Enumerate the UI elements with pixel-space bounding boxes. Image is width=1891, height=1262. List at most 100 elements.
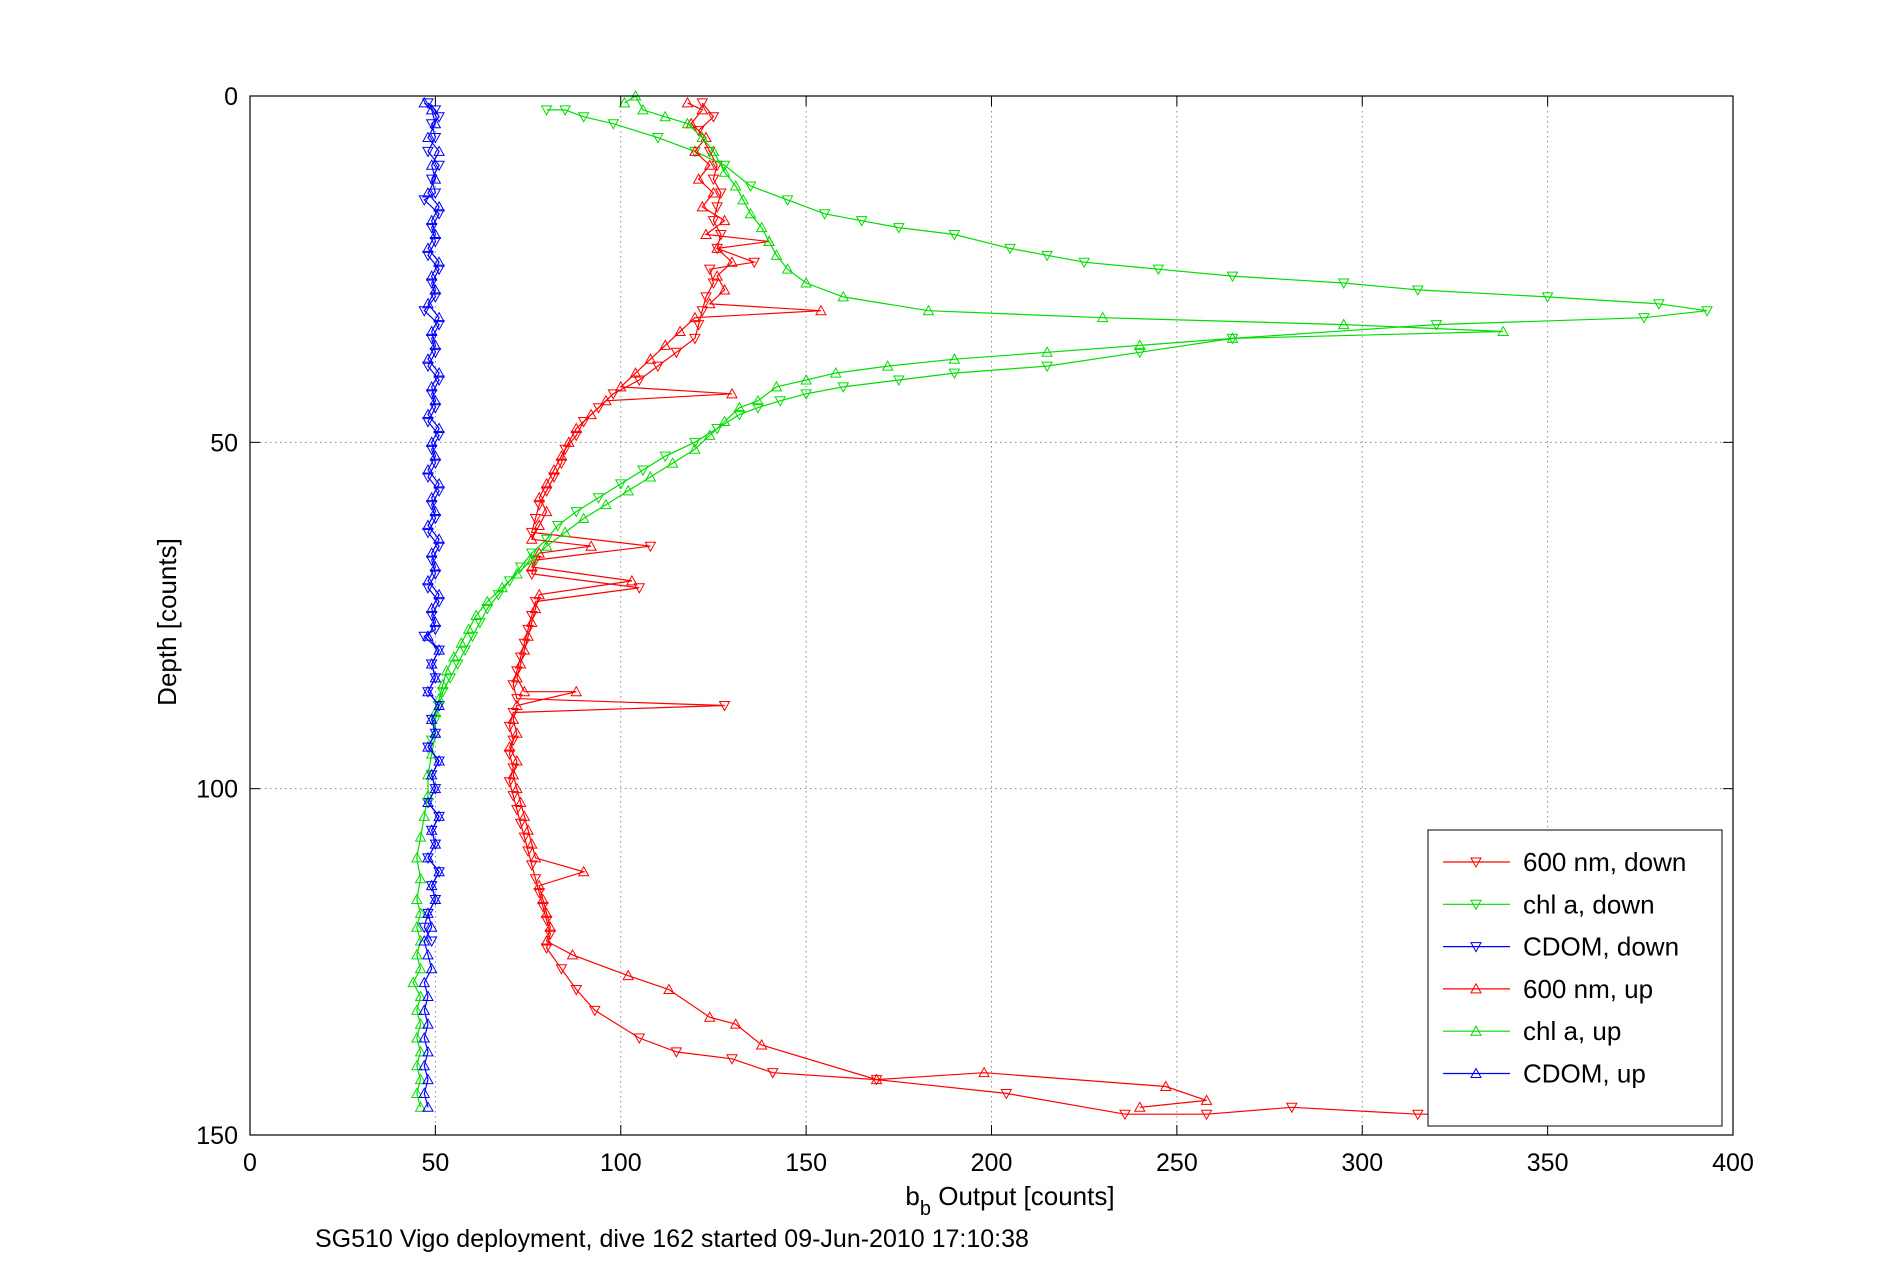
data-point xyxy=(607,389,620,400)
data-point xyxy=(422,1045,434,1057)
data-point xyxy=(511,727,523,738)
data-point xyxy=(870,1073,883,1085)
data-point xyxy=(503,721,516,733)
data-point xyxy=(433,588,445,600)
data-point xyxy=(425,325,438,337)
data-point xyxy=(425,936,438,948)
data-point xyxy=(1285,1102,1298,1114)
data-point xyxy=(518,638,531,650)
data-point xyxy=(429,403,442,414)
data-point xyxy=(1541,292,1554,303)
data-point xyxy=(577,865,590,877)
data-point xyxy=(418,306,431,317)
data-point xyxy=(422,1018,434,1029)
data-point xyxy=(837,382,850,393)
data-point xyxy=(696,200,709,212)
data-point xyxy=(429,283,442,295)
data-point xyxy=(800,276,812,288)
data-point xyxy=(503,749,516,761)
data-point xyxy=(433,699,445,711)
data-point xyxy=(633,583,646,594)
data-point xyxy=(703,297,716,309)
data-point xyxy=(644,353,657,364)
data-point xyxy=(414,1101,427,1112)
data-point xyxy=(540,540,553,551)
data-point xyxy=(559,105,571,116)
data-point xyxy=(1041,361,1053,373)
data-point xyxy=(448,651,460,662)
data-point xyxy=(1200,1094,1213,1105)
data-point xyxy=(429,569,442,580)
data-point xyxy=(651,361,664,373)
data-point xyxy=(1226,332,1239,343)
data-point xyxy=(733,401,746,413)
data-point xyxy=(748,257,761,269)
data-point xyxy=(600,394,612,406)
data-point xyxy=(422,1101,434,1112)
data-point xyxy=(511,694,523,705)
data-point xyxy=(525,838,538,849)
data-point xyxy=(614,380,627,392)
data-point xyxy=(1701,306,1713,317)
data-point xyxy=(425,657,438,669)
data-point xyxy=(433,422,445,433)
data-point xyxy=(703,159,716,170)
data-point xyxy=(692,320,705,331)
data-point xyxy=(422,472,434,483)
legend: 600 nm, down chl a, down CDOM, down 600 nm,… xyxy=(1427,829,1723,1127)
data-point xyxy=(433,597,445,608)
data-point xyxy=(422,907,434,918)
data-point xyxy=(763,235,775,246)
data-point xyxy=(726,1054,738,1065)
data-point xyxy=(511,671,523,683)
data-point xyxy=(429,616,442,627)
data-point xyxy=(425,824,438,835)
data-point xyxy=(507,707,520,719)
data-point xyxy=(544,921,557,932)
axis-ticks: 0 50 100 150 200 250 300 350 400 0 50 100 150 xyxy=(196,83,1754,1177)
data-point xyxy=(718,166,731,177)
data-point xyxy=(733,410,746,421)
data-point xyxy=(425,119,438,130)
data-point xyxy=(540,907,553,918)
x-tick-label: 50 xyxy=(421,1149,449,1177)
data-point xyxy=(1000,1088,1013,1100)
data-point xyxy=(637,465,649,477)
data-point xyxy=(1159,1080,1172,1092)
data-point xyxy=(525,560,538,572)
series-line xyxy=(508,102,1696,1115)
data-point xyxy=(696,98,709,109)
data-point xyxy=(466,631,479,643)
data-point xyxy=(425,547,438,558)
series-chl-a-down xyxy=(425,105,1713,747)
y-tick-label: 50 xyxy=(210,429,238,457)
data-point xyxy=(707,145,720,156)
data-point xyxy=(529,874,542,885)
data-point xyxy=(474,617,486,629)
data-point xyxy=(507,735,520,747)
data-point xyxy=(410,851,423,863)
data-point xyxy=(726,256,738,267)
data-point xyxy=(433,430,445,442)
data-point xyxy=(451,659,464,671)
data-point xyxy=(559,526,571,537)
figure-caption: SG510 Vigo deployment, dive 162 started … xyxy=(315,1225,1029,1253)
data-point xyxy=(481,604,494,615)
data-point xyxy=(892,223,905,234)
data-point xyxy=(433,367,445,378)
data-point xyxy=(422,408,434,420)
data-point xyxy=(570,685,583,697)
data-point xyxy=(422,527,434,539)
data-point xyxy=(703,264,716,276)
data-point xyxy=(429,236,442,248)
data-point xyxy=(829,367,842,378)
data-point xyxy=(651,133,664,144)
data-point xyxy=(425,159,438,170)
data-point xyxy=(418,195,431,206)
data-point xyxy=(433,486,445,497)
data-point xyxy=(670,347,683,359)
data-point xyxy=(755,1038,768,1050)
data-point xyxy=(689,145,701,156)
legend-swatch-marker xyxy=(1470,899,1482,911)
data-point xyxy=(607,119,620,130)
